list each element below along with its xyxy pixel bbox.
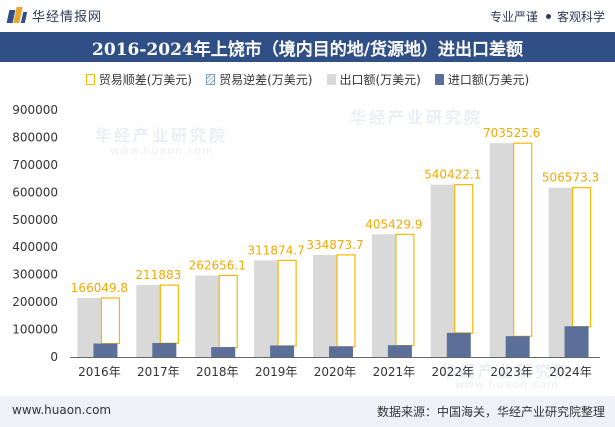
surplus-bar (277, 259, 297, 347)
footer-source: 数据来源：中国海关，华经产业研究院整理 (376, 405, 605, 419)
x-tick-label: 2018年 (196, 365, 239, 379)
slogan: 专业严谨 客观科学 (490, 8, 605, 25)
brand[interactable]: 华经情报网 (6, 6, 103, 25)
legend-item-surplus[interactable]: 贸易顺差(万美元) (85, 71, 193, 88)
surplus-data-label: 211883 (135, 268, 181, 282)
export-bar (371, 234, 396, 357)
x-tick-label: 2019年 (255, 365, 298, 379)
y-tick-label: 700000 (12, 158, 58, 172)
import-bar (446, 332, 471, 357)
import-bar (329, 346, 353, 357)
import-bar (152, 343, 177, 357)
legend-label-deficit: 贸易逆差(万美元) (219, 72, 313, 87)
surplus-data-label: 262656.1 (189, 258, 246, 272)
x-tick-label: 2016年 (78, 365, 121, 379)
bullet-dot-icon (545, 14, 551, 19)
y-tick-label: 100000 (12, 323, 58, 337)
legend-swatch-export (326, 73, 336, 85)
x-axis: 2016年 2017年 2018年 2019年 2020年 2021年 2022年 2023年… (78, 365, 592, 379)
y-tick-label: 300000 (12, 268, 58, 282)
y-tick-label: 800000 (12, 130, 58, 144)
import-bar (211, 347, 236, 357)
export-bar (195, 275, 220, 357)
y-tick-label: 900000 (12, 103, 58, 117)
surplus-bar (159, 284, 179, 344)
legend-label-import: 进口额(万美元) (447, 72, 530, 87)
top-bar: 华经情报网 专业严谨 客观科学 (0, 0, 615, 30)
import-bar (387, 345, 412, 357)
watermark-text: 华经产业研究院 (350, 108, 484, 127)
watermark-text: 华经产业研究院 (440, 362, 574, 381)
legend-swatch-import (434, 73, 444, 85)
legend-item-deficit[interactable]: 贸易逆差(万美元) (206, 71, 313, 88)
x-tick-label: 2024年 (549, 365, 592, 379)
legend-label-surplus: 贸易顺差(万美元) (98, 72, 193, 87)
surplus-data-label: 311874.7 (247, 243, 304, 257)
watermark-url: www.huaon.com (455, 378, 559, 391)
y-axis: 0 100000 200000 300000 400000 500000 600000 700… (12, 103, 58, 364)
legend-swatch-surplus (85, 73, 95, 85)
export-bar (430, 184, 455, 357)
footer: www.huaon.com 数据来源：中国海关，华经产业研究院整理 (0, 396, 615, 427)
legend-label-export: 出口额(万美元) (339, 72, 421, 87)
surplus-bar (100, 297, 121, 345)
x-tick-label: 2017年 (137, 365, 180, 379)
y-tick-label: 600000 (12, 185, 58, 199)
surplus-data-label: 540422.1 (424, 168, 481, 182)
surplus-bar (454, 184, 474, 334)
title-bar: 2016-2024年上饶市（境内目的地/货源地）进出口差额 (0, 32, 615, 62)
y-tick-label: 400000 (12, 240, 58, 254)
import-bar (270, 345, 295, 357)
chart-legend: 贸易顺差(万美元) 贸易逆差(万美元) 出口额(万美元) 进口额(万美元) (0, 70, 615, 88)
surplus-data-label: 166049.8 (71, 281, 128, 295)
x-tick-label: 2022年 (432, 365, 475, 379)
surplus-data-label: 703525.6 (483, 126, 540, 140)
legend-item-import[interactable]: 进口额(万美元) (434, 71, 530, 88)
import-bar (564, 326, 589, 357)
import-bar (505, 336, 530, 357)
slogan-right: 客观科学 (556, 10, 605, 24)
surplus-data-label: 405429.9 (365, 217, 422, 231)
legend-item-export[interactable]: 出口额(万美元) (326, 71, 421, 88)
surplus-data-label: 334873.7 (306, 238, 363, 252)
watermark-text: 华经产业研究院 (95, 126, 229, 145)
export-bar (489, 143, 514, 357)
bars (77, 142, 592, 357)
export-bar (313, 254, 337, 357)
y-tick-label: 0 (50, 350, 58, 364)
surplus-bar (218, 274, 238, 349)
brand-name: 华经情报网 (32, 9, 103, 25)
footer-url[interactable]: www.huaon.com (12, 403, 112, 417)
x-tick-label: 2021年 (373, 365, 416, 379)
surplus-bar (395, 233, 415, 347)
watermark-url: www.huaon.com (110, 144, 214, 157)
slogan-left: 专业严谨 (489, 10, 538, 24)
surplus-bar (513, 142, 533, 337)
y-tick-label: 500000 (12, 213, 58, 227)
import-bar (93, 343, 118, 357)
x-tick-label: 2020年 (314, 365, 357, 379)
surplus-bar (571, 187, 592, 328)
surplus-bar (336, 254, 356, 348)
surplus-data-label: 506573.3 (542, 171, 599, 185)
y-tick-label: 200000 (12, 295, 58, 309)
export-bar (254, 260, 279, 357)
x-tick-label: 2023年 (490, 365, 533, 379)
chart-title: 2016-2024年上饶市（境内目的地/货源地）进出口差额 (92, 39, 523, 60)
legend-swatch-deficit (206, 73, 216, 85)
